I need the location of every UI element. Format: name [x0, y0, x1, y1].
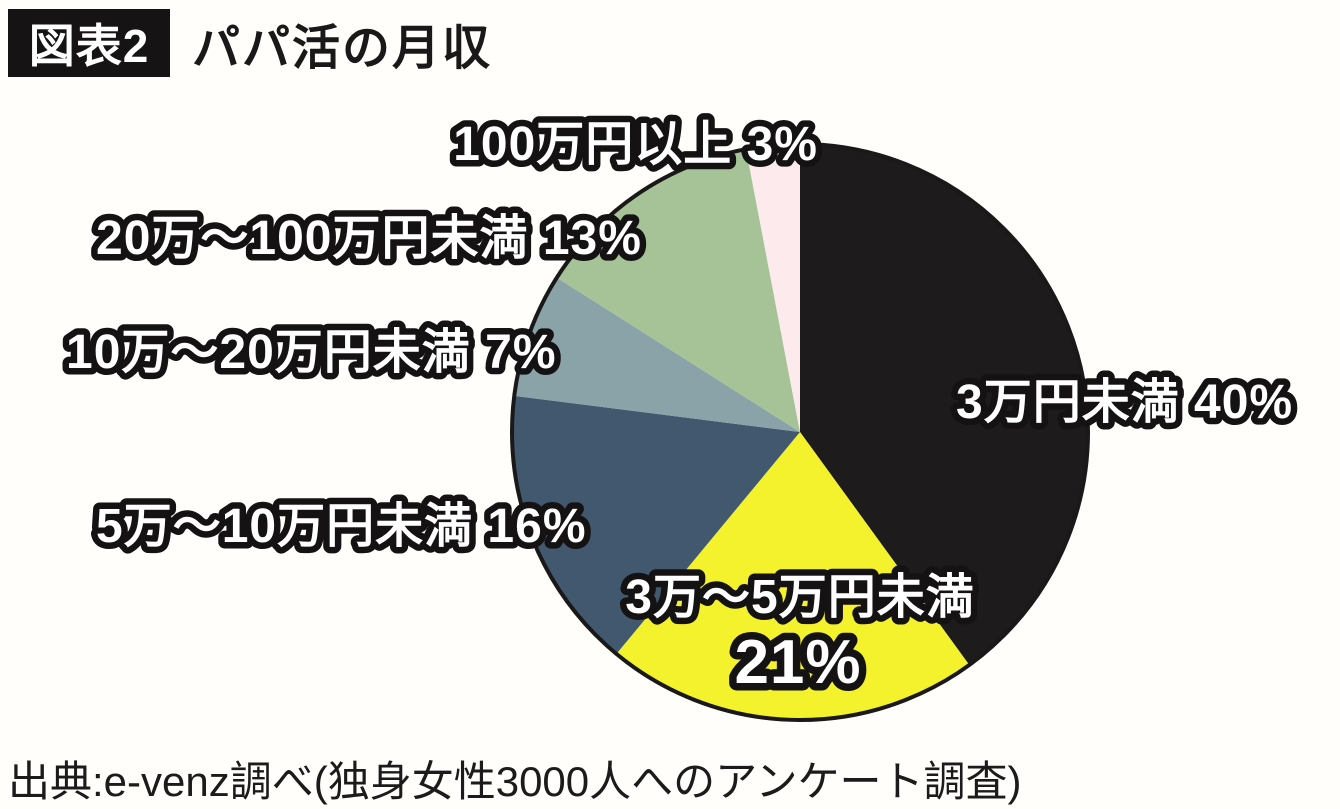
figure-number-badge: 図表2 [8, 9, 170, 77]
label-5-to-10: 5万〜10万円未満 16% [96, 500, 587, 553]
pie-slice-1 [616, 432, 970, 721]
label-20-to-100: 20万〜100万円未満 13% [96, 212, 642, 265]
pie-outline-circle [510, 142, 1090, 722]
pie-labels: 100万円以上 3% 20万〜100万円未満 13% 10万〜20万円未満 7%… [60, 112, 1299, 705]
pie-slice-0 [800, 144, 1089, 665]
label-under-3: 3万円未満 40% [956, 376, 1293, 429]
label-over-100: 100万円以上 3% [453, 118, 818, 171]
pie-slices [511, 144, 1089, 721]
pie-slice-2 [511, 395, 800, 654]
pie-slice-5 [746, 144, 800, 432]
source-note: 出典:e-venz調べ(独身女性3000人へのアンケート調査) [8, 758, 1022, 805]
pie-slice-4 [556, 149, 800, 432]
label-3-to-5-name: 3万〜5万円未満 [625, 571, 974, 624]
label-10-to-20: 10万〜20万円未満 7% [66, 326, 557, 379]
label-3-to-5-value: 21% [734, 628, 861, 697]
pie-slice-3 [514, 277, 800, 432]
page-title: パパ活の月収 [192, 22, 493, 75]
figure-header: 図表2 パパ活の月収 [8, 8, 492, 78]
